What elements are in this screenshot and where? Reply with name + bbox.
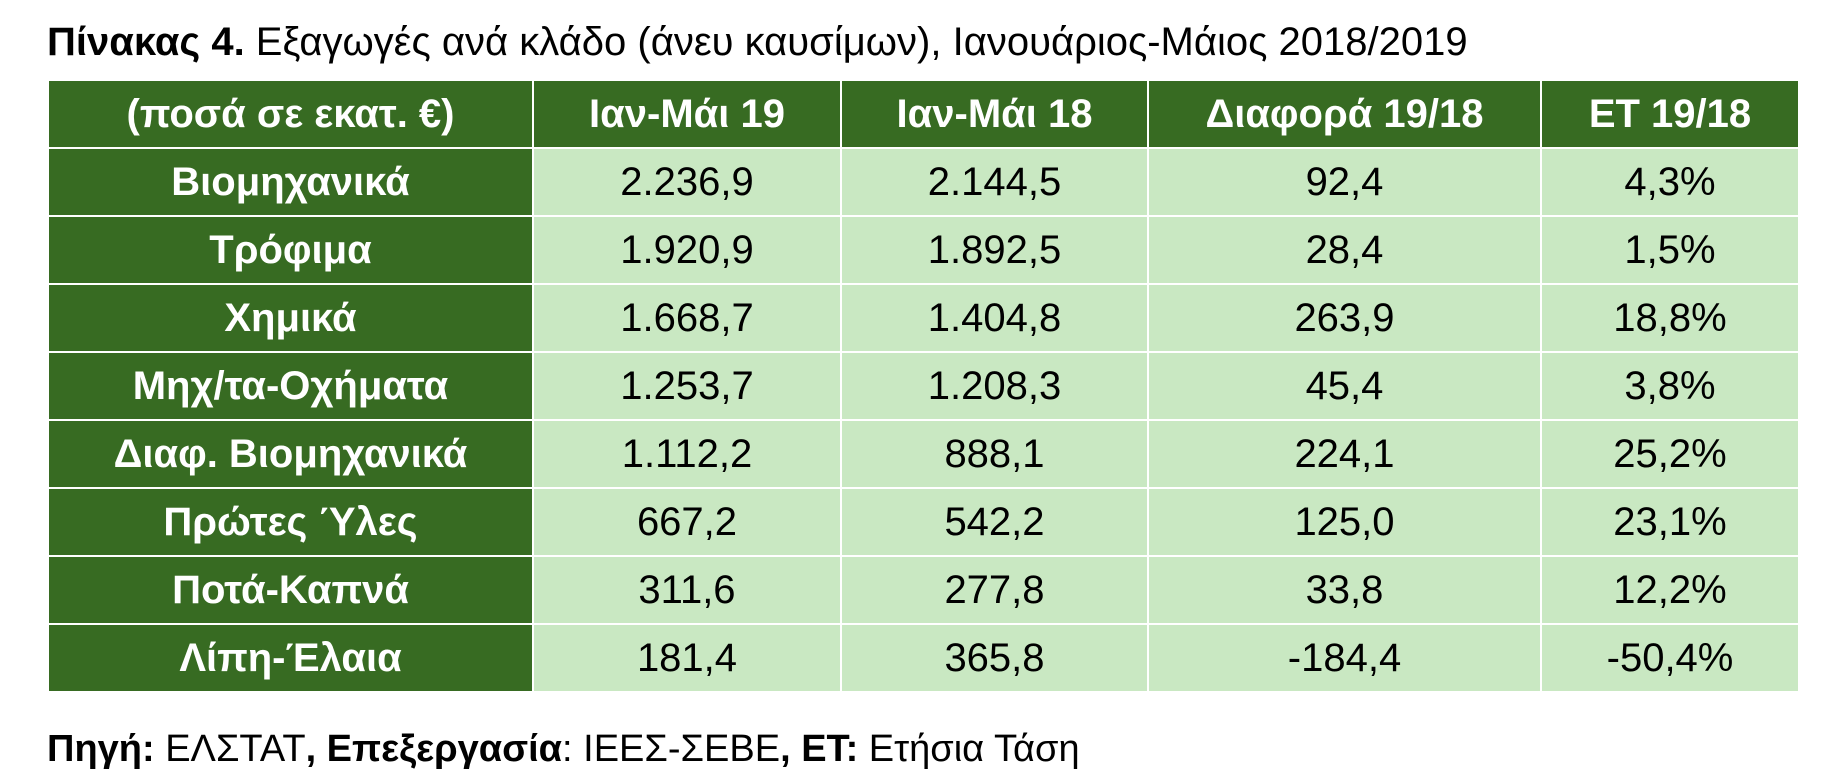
value-cell: 92,4 bbox=[1147, 147, 1542, 217]
value-cell: 1.404,8 bbox=[840, 283, 1149, 353]
row-label: Τρόφιμα bbox=[47, 215, 534, 285]
title-label: Πίνακας 4. bbox=[47, 20, 245, 64]
value-cell: 667,2 bbox=[532, 487, 842, 557]
value-cell: 1.112,2 bbox=[532, 419, 842, 489]
value-cell: 311,6 bbox=[532, 555, 842, 625]
table-row: Μηχ/τα-Οχήματα 1.253,7 1.208,3 45,4 3,8% bbox=[47, 351, 1800, 421]
header-cell: ΕΤ 19/18 bbox=[1540, 79, 1800, 149]
value-cell: 1.668,7 bbox=[532, 283, 842, 353]
footer: Πηγή: ΕΛΣΤΑΤ, Επεξεργασία: ΙΕΕΣ-ΣΕΒΕ, ΕΤ… bbox=[47, 728, 1080, 771]
value-cell: 1.920,9 bbox=[532, 215, 842, 285]
value-cell: 224,1 bbox=[1147, 419, 1542, 489]
table-body: Βιομηχανικά 2.236,9 2.144,5 92,4 4,3% Τρόφιμα… bbox=[47, 147, 1800, 693]
value-cell: 1,5% bbox=[1540, 215, 1800, 285]
table-row: Τρόφιμα 1.920,9 1.892,5 28,4 1,5% bbox=[47, 215, 1800, 285]
table-row: Χημικά 1.668,7 1.404,8 263,9 18,8% bbox=[47, 283, 1800, 353]
row-label: Μηχ/τα-Οχήματα bbox=[47, 351, 534, 421]
footer-segment: Ετήσια Τάση bbox=[858, 728, 1080, 770]
footer-segment: , ΕΤ: bbox=[780, 728, 859, 770]
value-cell: 542,2 bbox=[840, 487, 1149, 557]
table-row: Διαφ. Βιομηχανικά 1.112,2 888,1 224,1 25,2% bbox=[47, 419, 1800, 489]
header-cell: (ποσά σε εκατ. €) bbox=[47, 79, 534, 149]
value-cell: 1.892,5 bbox=[840, 215, 1149, 285]
row-label: Διαφ. Βιομηχανικά bbox=[47, 419, 534, 489]
table-row: Βιομηχανικά 2.236,9 2.144,5 92,4 4,3% bbox=[47, 147, 1800, 217]
value-cell: 365,8 bbox=[840, 623, 1149, 693]
value-cell: 25,2% bbox=[1540, 419, 1800, 489]
value-cell: 263,9 bbox=[1147, 283, 1542, 353]
row-label: Ποτά-Καπνά bbox=[47, 555, 534, 625]
header-row: (ποσά σε εκατ. €) Ιαν-Μάι 19 Ιαν-Μάι 18 Δια… bbox=[47, 79, 1800, 149]
value-cell: 1.208,3 bbox=[840, 351, 1149, 421]
value-cell: 18,8% bbox=[1540, 283, 1800, 353]
footer-segment: Πηγή: bbox=[47, 728, 155, 770]
footer-segment: , Επεξεργασία bbox=[305, 728, 563, 770]
row-label: Χημικά bbox=[47, 283, 534, 353]
value-cell: 125,0 bbox=[1147, 487, 1542, 557]
exports-table: (ποσά σε εκατ. €) Ιαν-Μάι 19 Ιαν-Μάι 18 Δια… bbox=[47, 79, 1800, 693]
value-cell: 181,4 bbox=[532, 623, 842, 693]
header-cell: Διαφορά 19/18 bbox=[1147, 79, 1542, 149]
value-cell: 4,3% bbox=[1540, 147, 1800, 217]
header-cell: Ιαν-Μάι 19 bbox=[532, 79, 842, 149]
row-label: Πρώτες Ύλες bbox=[47, 487, 534, 557]
table-row: Ποτά-Καπνά 311,6 277,8 33,8 12,2% bbox=[47, 555, 1800, 625]
footer-segment: ΕΛΣΤΑΤ bbox=[154, 728, 306, 770]
value-cell: 28,4 bbox=[1147, 215, 1542, 285]
value-cell: 3,8% bbox=[1540, 351, 1800, 421]
footer-segment: : ΙΕΕΣ-ΣΕΒΕ bbox=[562, 728, 781, 770]
value-cell: 888,1 bbox=[840, 419, 1149, 489]
value-cell: 277,8 bbox=[840, 555, 1149, 625]
value-cell: 2.144,5 bbox=[840, 147, 1149, 217]
value-cell: 12,2% bbox=[1540, 555, 1800, 625]
header-cell: Ιαν-Μάι 18 bbox=[840, 79, 1149, 149]
row-label: Λίπη-Έλαια bbox=[47, 623, 534, 693]
table-row: Λίπη-Έλαια 181,4 365,8 -184,4 -50,4% bbox=[47, 623, 1800, 693]
title-text: Εξαγωγές ανά κλάδο (άνευ καυσίμων), Ιανο… bbox=[244, 20, 1468, 64]
title: Πίνακας 4. Εξαγωγές ανά κλάδο (άνευ καυσ… bbox=[47, 20, 1468, 65]
value-cell: -50,4% bbox=[1540, 623, 1800, 693]
row-label: Βιομηχανικά bbox=[47, 147, 534, 217]
value-cell: 45,4 bbox=[1147, 351, 1542, 421]
value-cell: 2.236,9 bbox=[532, 147, 842, 217]
value-cell: -184,4 bbox=[1147, 623, 1542, 693]
value-cell: 33,8 bbox=[1147, 555, 1542, 625]
value-cell: 23,1% bbox=[1540, 487, 1800, 557]
table-row: Πρώτες Ύλες 667,2 542,2 125,0 23,1% bbox=[47, 487, 1800, 557]
value-cell: 1.253,7 bbox=[532, 351, 842, 421]
